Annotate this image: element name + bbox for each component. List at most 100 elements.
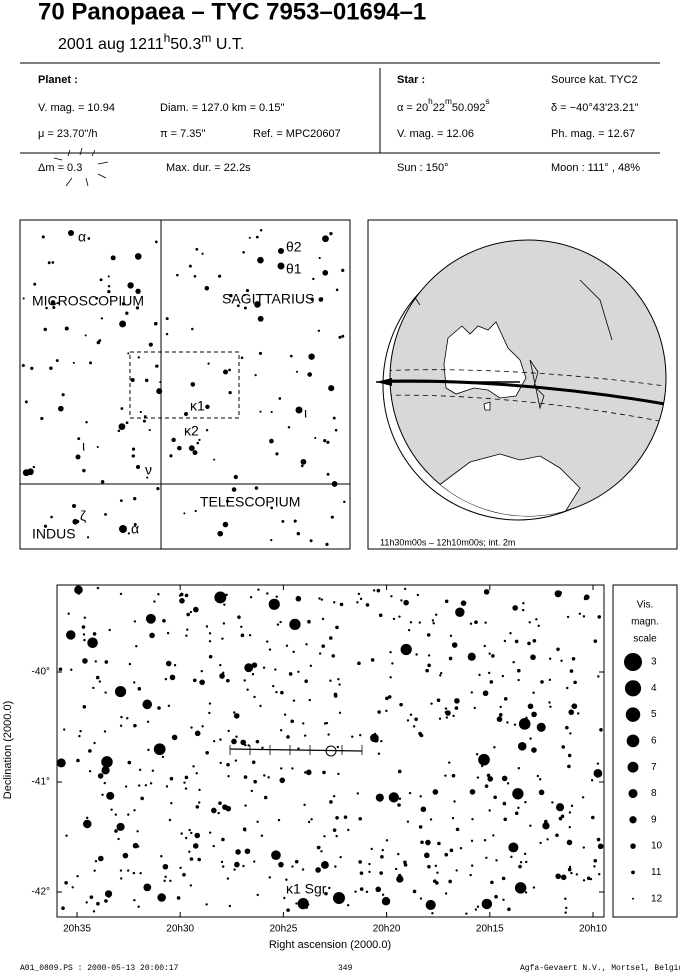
star (24, 400, 28, 404)
star (227, 775, 230, 778)
star (358, 816, 363, 821)
star (490, 880, 494, 885)
star (231, 738, 237, 745)
star (121, 302, 126, 306)
star (146, 720, 150, 723)
scale-dot (628, 788, 638, 799)
star (358, 860, 362, 864)
star (285, 644, 289, 647)
star (281, 519, 285, 523)
star (403, 587, 407, 591)
scale-title: scale (633, 634, 657, 645)
star (356, 792, 360, 795)
star (226, 763, 230, 767)
star (165, 660, 172, 667)
star (567, 867, 572, 872)
star (88, 770, 92, 773)
star (195, 247, 199, 251)
star (375, 793, 384, 802)
star (119, 525, 127, 533)
star (455, 869, 458, 872)
star (131, 454, 135, 458)
star (263, 795, 268, 800)
star (95, 296, 99, 300)
star (469, 789, 476, 795)
star (532, 691, 535, 694)
star (292, 650, 295, 654)
star (114, 813, 118, 816)
scale-dot (626, 734, 640, 748)
star (582, 879, 586, 882)
star (328, 385, 335, 392)
star (321, 617, 325, 621)
star (300, 464, 304, 468)
star (397, 852, 400, 856)
star (189, 857, 194, 861)
star (565, 906, 568, 910)
star (243, 679, 246, 682)
star (484, 621, 487, 624)
scale-label: 10 (651, 841, 663, 852)
star (381, 893, 385, 896)
star (246, 688, 249, 691)
star (287, 426, 291, 429)
star (118, 423, 126, 431)
star (407, 628, 411, 632)
text-part: 11 (147, 36, 164, 53)
star (432, 789, 439, 795)
star (465, 912, 468, 915)
star (205, 429, 209, 432)
star (532, 639, 537, 643)
star (218, 801, 222, 805)
star (274, 668, 277, 671)
star (157, 593, 160, 596)
star (318, 256, 321, 260)
star (482, 690, 489, 697)
star (375, 886, 382, 893)
star (67, 612, 70, 615)
star (63, 728, 66, 731)
star (154, 240, 158, 244)
star (149, 632, 155, 639)
constellation: INDUS (32, 526, 76, 542)
star (124, 785, 128, 788)
title: 70 Panopaea – TYC 7953–01694–1 (38, 0, 426, 25)
star (83, 616, 87, 619)
star (535, 618, 538, 621)
star (571, 656, 576, 661)
star (503, 817, 508, 822)
star (143, 415, 147, 418)
star (469, 622, 473, 625)
star (64, 881, 68, 885)
star (217, 530, 224, 537)
star (379, 871, 383, 875)
star (235, 735, 238, 738)
scale-title: magn. (631, 617, 659, 628)
star (377, 710, 381, 714)
star (555, 873, 562, 880)
star (43, 524, 48, 528)
star (341, 268, 345, 273)
star (119, 320, 127, 328)
star (275, 595, 278, 598)
star (243, 294, 246, 297)
star (510, 855, 513, 859)
star (243, 306, 247, 310)
star (205, 404, 210, 410)
scale-label: 8 (651, 788, 657, 799)
star (529, 737, 532, 740)
star (253, 779, 257, 784)
star (164, 677, 168, 681)
star (50, 300, 56, 305)
star (56, 302, 60, 305)
y-tick-label: -42° (32, 887, 50, 898)
star (233, 713, 240, 719)
star (159, 381, 162, 384)
star (516, 668, 521, 673)
star (86, 536, 90, 539)
star (244, 804, 247, 807)
star (537, 624, 540, 628)
star (295, 902, 298, 905)
star (536, 722, 546, 732)
star (205, 751, 209, 755)
